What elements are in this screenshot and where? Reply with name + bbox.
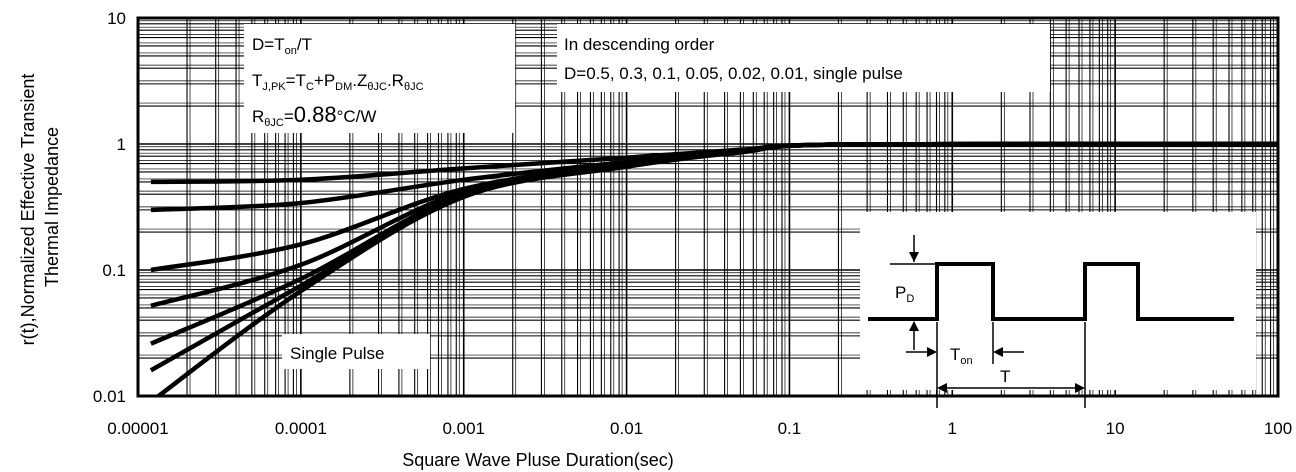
period-right-arrowhead: [1075, 383, 1085, 393]
thermal-resistance-value: RθJC=0.88°C/W: [252, 102, 376, 129]
y-tick-label: 10: [107, 9, 126, 28]
single-pulse-label-box: Single Pulse: [282, 334, 430, 369]
y-tick-label: 1: [117, 135, 126, 154]
y-axis-label-line2: Thermal Impedance: [42, 127, 62, 287]
pulse-waveform: [868, 262, 1234, 321]
x-axis-label: Square Wave Pluse Duration(sec): [402, 450, 673, 470]
order-list: D=0.5, 0.3, 0.1, 0.05, 0.02, 0.01, singl…: [564, 64, 903, 83]
x-tick-label: 100: [1264, 419, 1292, 438]
order-box: In descending order D=0.5, 0.3, 0.1, 0.0…: [557, 24, 1050, 92]
x-tick-label: 10: [1106, 419, 1125, 438]
y-tick-label: 0.1: [102, 261, 126, 280]
x-tick-label: 0.1: [778, 419, 802, 438]
x-tick-label: 0.001: [442, 419, 485, 438]
pd-label: PD: [895, 283, 914, 305]
pd-top-arrowhead: [909, 252, 919, 262]
duty-cycle-formula: D=Ton/T: [252, 35, 312, 57]
x-tick-label: 0.00001: [107, 419, 168, 438]
formula-box: D=Ton/T TJ,PK=TC+PDM.ZθJC.RθJC RθJC=0.88…: [244, 24, 515, 133]
tick-labels: 0.00001 0.0001 0.001 0.01 0.1 1 10 100 0.01 0.1 1 1…: [93, 9, 1292, 438]
ton-right-arrowhead: [993, 347, 1003, 357]
series-line-7: [154, 141, 1278, 396]
x-tick-label: 0.0001: [275, 419, 327, 438]
pd-bottom-arrowhead: [909, 321, 919, 331]
y-axis-label: r(t),Normalized Effective Transient Ther…: [18, 69, 62, 346]
pulse-waveform-inset: PD Ton T: [860, 212, 1256, 408]
period-left-arrowhead: [937, 383, 947, 393]
ton-label: Ton: [950, 345, 973, 367]
x-tick-label: 0.01: [610, 419, 643, 438]
order-title: In descending order: [564, 35, 715, 54]
single-pulse-label: Single Pulse: [290, 344, 385, 363]
y-axis-label-line1: r(t),Normalized Effective Transient: [18, 74, 38, 346]
plot-frame: [136, 16, 1280, 398]
ton-left-arrowhead: [927, 347, 937, 357]
period-label: T: [1000, 367, 1010, 386]
y-tick-label: 0.01: [93, 387, 126, 406]
junction-temperature-formula: TJ,PK=TC+PDM.ZθJC.RθJC: [252, 71, 424, 93]
x-tick-label: 1: [948, 419, 957, 438]
series-layer: [149, 141, 1278, 396]
